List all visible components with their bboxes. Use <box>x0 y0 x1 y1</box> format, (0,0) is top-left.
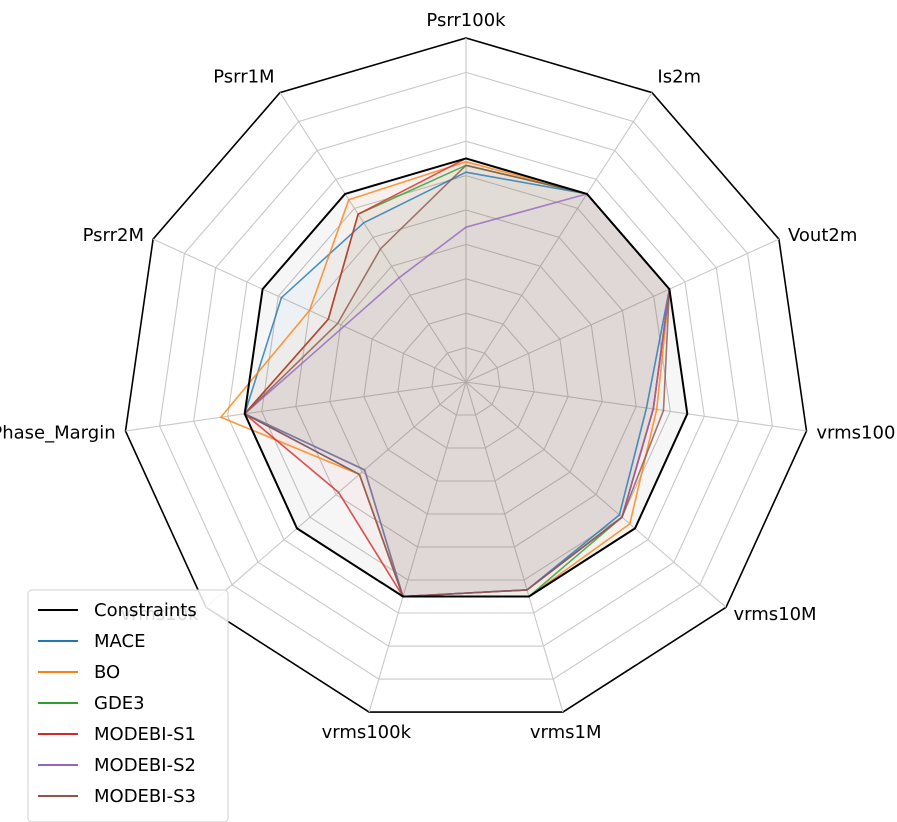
axis-label: Phase_Margin <box>0 423 116 444</box>
axis-label: vrms10M <box>734 604 817 625</box>
grid-spoke <box>125 381 467 432</box>
legend-label: GDE3 <box>94 693 145 714</box>
legend-box <box>27 589 229 822</box>
axis-label: vrms1M <box>530 722 602 743</box>
grid-ring <box>397 312 535 449</box>
grid-spoke <box>465 381 564 713</box>
axis-label: Psrr1M <box>213 66 274 87</box>
grid-spoke <box>465 381 807 432</box>
grid-ring <box>193 106 739 647</box>
grid-ring <box>261 175 671 581</box>
grid-spoke <box>368 381 467 713</box>
axis-label: Psrr2M <box>83 225 144 246</box>
grid-ring <box>159 71 773 680</box>
series-layer <box>220 157 689 598</box>
axis-label: vrms100M <box>816 423 897 444</box>
fill-layer <box>221 158 688 596</box>
legend-label: Constraints <box>94 600 197 621</box>
axis-label: Psrr100k <box>426 10 506 31</box>
legend-label: MACE <box>94 631 145 652</box>
series-line <box>243 157 689 598</box>
grid-ring <box>227 140 705 614</box>
axis-label: Vout2m <box>788 225 857 246</box>
grid-ring <box>124 37 808 713</box>
grid-spoke <box>465 92 653 383</box>
axis-label: vrms100k <box>322 722 412 743</box>
grid-ring <box>363 278 569 482</box>
legend: Constraints MACE BO GDE3 MODEBI-S1 MODEBI-S2 M… <box>27 589 229 822</box>
legend-label: MODEBI-S2 <box>94 755 196 776</box>
legend-label: MODEBI-S1 <box>94 724 196 745</box>
grid-ring <box>329 243 603 515</box>
grid-ring <box>295 209 637 548</box>
grid-spoke <box>205 381 467 608</box>
grid-ring <box>431 347 501 416</box>
legend-label: BO <box>94 662 120 683</box>
grid-spoke <box>465 238 780 383</box>
legend-label: MODEBI-S3 <box>94 786 196 807</box>
grid-layer <box>124 37 808 713</box>
grid-spoke <box>465 381 727 608</box>
grid-spoke <box>279 92 467 383</box>
axis-label: Is2m <box>657 66 701 87</box>
